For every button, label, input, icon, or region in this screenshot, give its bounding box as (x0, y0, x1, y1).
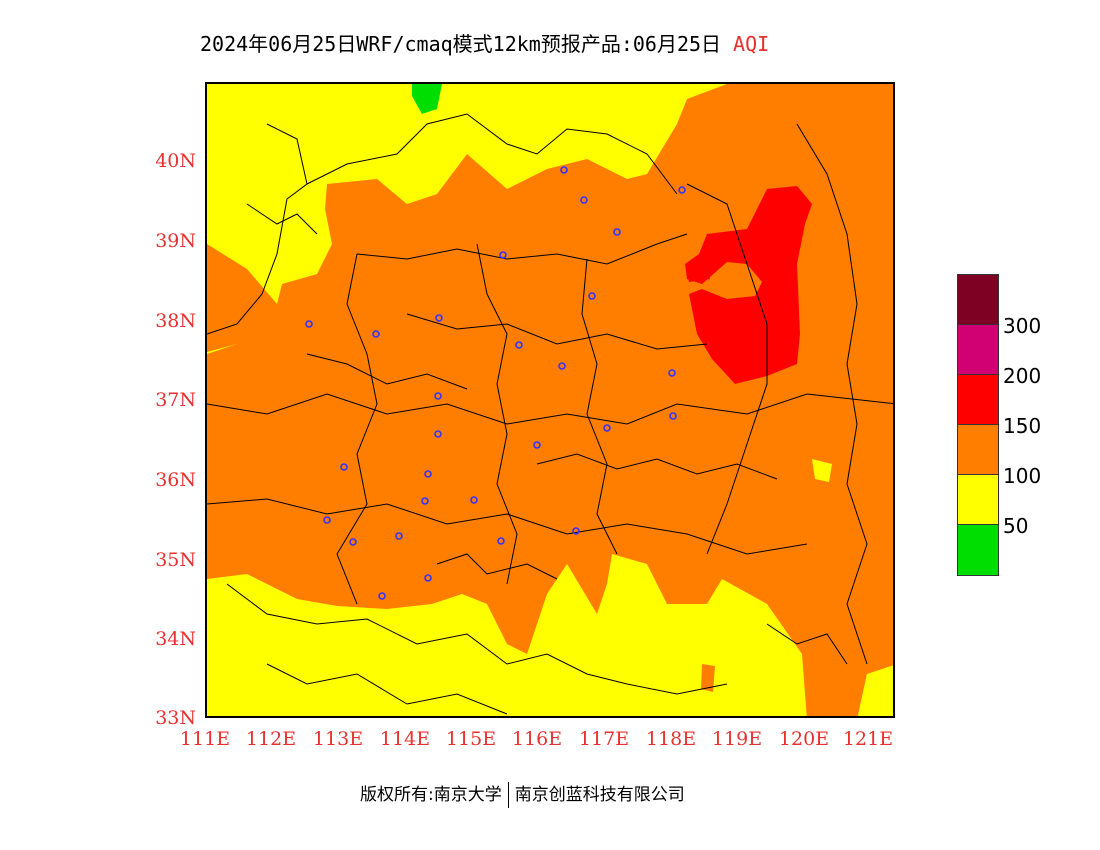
city-marker (421, 497, 429, 505)
city-marker (668, 369, 676, 377)
city-marker (372, 330, 380, 338)
city-marker (560, 166, 568, 174)
admin-borders (207, 113, 893, 715)
lon-label: 119E (711, 728, 763, 750)
green-zone (412, 84, 442, 114)
lat-label: 37N (155, 389, 196, 411)
lon-label: 118E (645, 728, 697, 750)
city-marker (497, 537, 505, 545)
title-main: 2024年06月25日WRF/cmaq模式12km预报产品:06月25日 (200, 32, 722, 56)
legend-swatch (958, 325, 998, 375)
legend-label: 50 (1003, 514, 1029, 538)
lon-label: 117E (578, 728, 630, 750)
orange-blob (701, 664, 715, 692)
legend-label: 150 (1003, 414, 1042, 438)
lon-label: 111E (179, 728, 231, 750)
yellow-island (812, 459, 832, 482)
city-marker (470, 496, 478, 504)
lon-label: 121E (842, 728, 894, 750)
yellow-southeast (857, 669, 893, 716)
copyright-text: 版权所有:南京大学 (360, 785, 502, 805)
legend-swatch (958, 425, 998, 475)
company-text: 南京创蓝科技有限公司 (514, 785, 685, 805)
city-marker (395, 532, 403, 540)
city-marker (349, 538, 357, 546)
lat-label: 35N (155, 549, 196, 571)
lat-label: 38N (155, 310, 196, 332)
footer-separator (507, 782, 509, 808)
city-marker (669, 412, 677, 420)
city-marker (499, 251, 507, 259)
city-marker (378, 592, 386, 600)
legend-swatch (958, 375, 998, 425)
legend-swatch (958, 275, 998, 325)
city-marker (305, 320, 313, 328)
city-marker (434, 430, 442, 438)
city-marker (340, 463, 348, 471)
lat-label: 40N (155, 150, 196, 172)
lat-label: 36N (155, 469, 196, 491)
aqi-map[interactable] (205, 82, 895, 718)
red-blob (685, 262, 710, 282)
lat-label: 33N (155, 707, 196, 729)
legend-swatch (958, 525, 998, 575)
city-marker (558, 362, 566, 370)
lon-label: 115E (445, 728, 497, 750)
lat-label: 39N (155, 230, 196, 252)
city-marker (678, 186, 686, 194)
lon-label: 113E (312, 728, 364, 750)
city-marker (613, 228, 621, 236)
lon-label: 120E (778, 728, 830, 750)
city-markers (305, 166, 686, 600)
city-marker (572, 527, 580, 535)
legend-label: 100 (1003, 464, 1042, 488)
lon-label: 112E (245, 728, 297, 750)
city-marker (515, 341, 523, 349)
legend-swatch (958, 475, 998, 525)
lon-label: 116E (511, 728, 563, 750)
city-marker (424, 470, 432, 478)
title-product: AQI (733, 32, 770, 56)
red-zone (685, 186, 812, 384)
legend-label: 200 (1003, 364, 1042, 388)
map-title: 2024年06月25日WRF/cmaq模式12km预报产品:06月25日 AQI (200, 28, 769, 57)
aqi-legend (957, 274, 999, 576)
city-marker (580, 196, 588, 204)
city-marker (434, 392, 442, 400)
copyright-footer: 版权所有:南京大学 南京创蓝科技有限公司 (360, 780, 685, 808)
lat-label: 34N (155, 628, 196, 650)
city-marker (588, 292, 596, 300)
city-marker (435, 314, 443, 322)
city-marker (603, 424, 611, 432)
city-marker (323, 516, 331, 524)
city-marker (533, 441, 541, 449)
aqi-map-canvas (207, 84, 893, 716)
city-marker (424, 574, 432, 582)
lon-label: 114E (379, 728, 431, 750)
legend-label: 300 (1003, 314, 1042, 338)
